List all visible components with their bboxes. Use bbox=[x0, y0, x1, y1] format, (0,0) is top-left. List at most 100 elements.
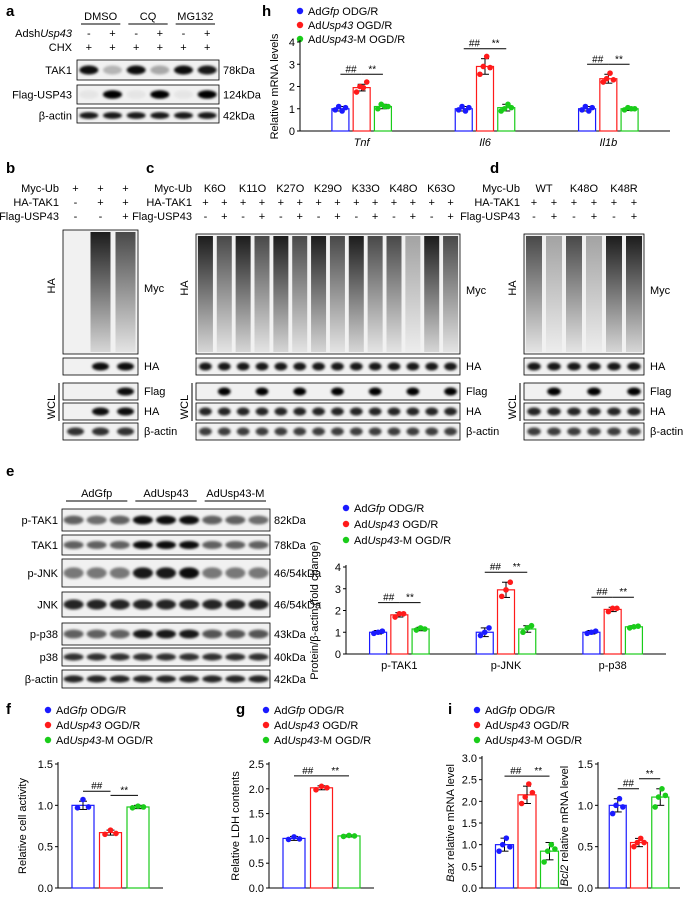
panel-e-protein-label: p38 bbox=[40, 652, 58, 664]
panel-d-sign: - bbox=[532, 211, 536, 223]
panel-f-letter: f bbox=[6, 701, 12, 718]
panel-e-data-point bbox=[413, 627, 420, 633]
panel-i-bax-data-point bbox=[544, 848, 551, 854]
panel-g-letter: g bbox=[236, 701, 245, 718]
panel-g-sig-star: ** bbox=[331, 766, 339, 777]
panel-f-legend-label: AdUsp43-M OGD/R bbox=[56, 735, 153, 747]
panel-d-smear bbox=[546, 236, 562, 352]
panel-b-band bbox=[117, 362, 134, 371]
panel-h-data-point bbox=[480, 63, 487, 70]
panel-f-data-point bbox=[113, 830, 119, 837]
panel-i-bcl2-data-point bbox=[620, 804, 626, 810]
panel-c-row-label: HA-TAK1 bbox=[146, 197, 192, 209]
panel-g-y-tick-label: 2.5 bbox=[249, 759, 264, 771]
panel-i-bax-data-point bbox=[507, 844, 513, 850]
panel-e-size-label: 40kDa bbox=[274, 652, 307, 664]
panel-e-legend-dot bbox=[342, 536, 350, 544]
panel-h-data-point bbox=[466, 104, 472, 111]
panel-g-legend-label: AdUsp43 OGD/R bbox=[274, 720, 358, 732]
panel-e-band bbox=[202, 541, 223, 549]
panel-d-band bbox=[567, 427, 581, 436]
panel-e-protein-label: p-JNK bbox=[27, 568, 58, 580]
panel-d-smear-label: Myc bbox=[650, 285, 671, 297]
panel-i-bax-data-point bbox=[503, 835, 510, 841]
panel-g-legend-dot bbox=[262, 721, 270, 729]
panel-a-band bbox=[79, 65, 99, 75]
panel-b-band bbox=[117, 427, 134, 436]
panel-g-sig-hash: ## bbox=[302, 766, 314, 777]
panel-h-data-point bbox=[603, 75, 610, 82]
panel-h-data-point bbox=[631, 105, 638, 112]
panel-e-data-point bbox=[379, 628, 386, 634]
panel-e-size-label: 42kDa bbox=[274, 674, 307, 686]
panel-g-legend-dot bbox=[262, 736, 270, 744]
panel-h-legend-dot bbox=[296, 7, 304, 15]
panel-f-y-tick-label: 0.5 bbox=[38, 842, 53, 854]
panel-c-band bbox=[406, 407, 420, 416]
panel-g-legend-dot bbox=[262, 706, 270, 714]
panel-f-legend-label: AdGfp ODG/R bbox=[56, 705, 126, 717]
panel-i-bax-data-point bbox=[529, 789, 536, 796]
panel-d-band bbox=[627, 427, 641, 436]
panel-f-legend-dot bbox=[44, 721, 52, 729]
panel-c-smear bbox=[348, 236, 364, 352]
panel-c-sign: - bbox=[204, 211, 208, 223]
panel-h-y-label: Relative mRNA levels bbox=[269, 33, 281, 139]
panel-c-band bbox=[255, 387, 269, 396]
panel-c-sign: + bbox=[278, 197, 284, 209]
panel-f-data-point bbox=[85, 804, 92, 810]
panel-c-band bbox=[217, 407, 231, 416]
panel-e-band bbox=[132, 599, 153, 610]
panel-g-y-tick-label: 1.0 bbox=[249, 833, 264, 845]
panel-b-protein-label: HA bbox=[144, 406, 160, 418]
panel-a-band bbox=[174, 90, 193, 99]
panel-a-band bbox=[150, 65, 170, 75]
panel-a-group-label: CQ bbox=[140, 11, 157, 23]
panel-e-sig-star: ** bbox=[406, 593, 414, 604]
panel-h-y-tick-label: 2 bbox=[289, 82, 295, 94]
panel-i-bcl2-data-point bbox=[662, 792, 669, 799]
panel-b-sign: + bbox=[72, 183, 78, 195]
panel-e-band bbox=[132, 675, 153, 683]
panel-c-sign: + bbox=[428, 197, 434, 209]
panel-c-band bbox=[425, 407, 439, 416]
panel-b-protein-label: HA bbox=[144, 361, 160, 373]
panel-a-band bbox=[150, 90, 170, 99]
panel-b-row-label: HA-TAK1 bbox=[13, 197, 59, 209]
panel-i-bax-data-point bbox=[496, 848, 502, 854]
panel-e-legend-label: AdGfp ODG/R bbox=[354, 503, 424, 515]
panel-c-sign: + bbox=[391, 197, 397, 209]
panel-e-data-point bbox=[614, 605, 620, 612]
panel-b-sign: - bbox=[99, 211, 103, 223]
panel-e-data-point bbox=[524, 625, 531, 631]
panel-a-band bbox=[103, 112, 122, 119]
panel-e-data-point bbox=[375, 629, 381, 636]
panel-b-sign: + bbox=[122, 183, 128, 195]
panel-h-data-point bbox=[508, 104, 515, 111]
panel-c-row-label: Myc-Ub bbox=[154, 183, 192, 195]
panel-d-sign: + bbox=[531, 197, 537, 209]
panel-c-protein-label: HA bbox=[466, 406, 482, 418]
panel-e-data-point bbox=[417, 625, 424, 631]
panel-d-sign: - bbox=[612, 211, 616, 223]
panel-a-band bbox=[79, 112, 99, 119]
panel-c-band bbox=[331, 387, 344, 396]
panel-a-band bbox=[126, 90, 146, 99]
panel-a-sign: - bbox=[134, 28, 138, 40]
panel-h-data-point bbox=[363, 79, 370, 85]
panel-c-smear-label: Myc bbox=[466, 285, 487, 297]
panel-h-sig-star: ** bbox=[492, 39, 500, 50]
panel-c-ub-type: K29O bbox=[314, 183, 343, 195]
panel-c-band bbox=[406, 427, 420, 436]
panel-a-size-label: 42kDa bbox=[223, 111, 256, 123]
panel-i-bcl2-y-tick-label: 1.0 bbox=[578, 800, 593, 812]
panel-i-bax-bar bbox=[517, 794, 537, 889]
panel-e-data-point bbox=[477, 632, 484, 639]
panel-d-band bbox=[567, 407, 581, 416]
panel-e-legend-label: AdUsp43 OGD/R bbox=[354, 519, 438, 531]
panel-h-legend-label: AdUsp43-M OGD/R bbox=[308, 34, 405, 46]
panel-e-data-point bbox=[400, 610, 407, 617]
panel-g-data-point bbox=[351, 833, 358, 839]
panel-i-bax-y-label: Bax relative mRNA level bbox=[445, 764, 457, 882]
panel-d-band bbox=[547, 387, 561, 396]
